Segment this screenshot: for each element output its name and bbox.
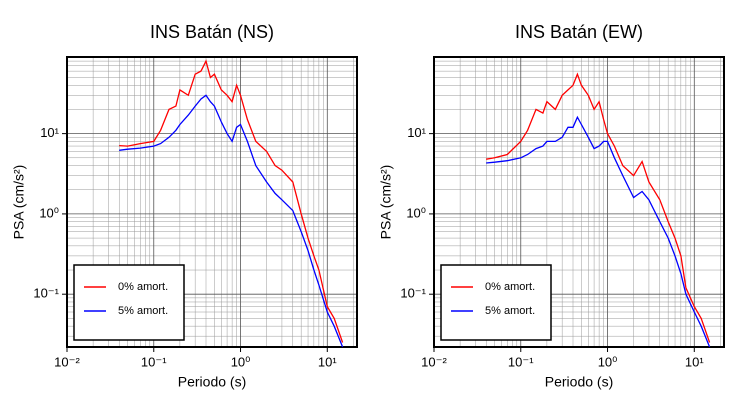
- x-tick-label: 10⁻²: [54, 354, 80, 369]
- legend-box: [73, 264, 185, 341]
- y-tick-label: 10⁻¹: [400, 286, 426, 301]
- x-tick-label: 10¹: [318, 354, 337, 369]
- chart-title: INS Batán (EW): [515, 22, 643, 42]
- legend-label: 5% amort.: [118, 305, 168, 317]
- y-tick-label: 10¹: [40, 125, 59, 140]
- x-tick-label: 10⁻¹: [141, 354, 167, 369]
- y-tick-label: 10⁰: [406, 205, 426, 220]
- legend-box: [440, 264, 552, 341]
- x-tick-label: 10⁰: [598, 354, 618, 369]
- y-tick-label: 10⁰: [39, 205, 59, 220]
- x-tick-label: 10⁻¹: [508, 354, 534, 369]
- series-line: [486, 72, 711, 343]
- legend-label: 0% amort.: [485, 281, 535, 293]
- y-axis-label: PSA (cm/s²): [11, 165, 27, 240]
- x-tick-label: 10¹: [685, 354, 704, 369]
- chart-title: INS Batán (NS): [150, 22, 274, 42]
- y-axis-label: PSA (cm/s²): [378, 165, 394, 240]
- series-line: [119, 94, 344, 348]
- legend-label: 5% amort.: [485, 305, 535, 317]
- y-tick-label: 10¹: [407, 125, 426, 140]
- series-line: [486, 115, 711, 348]
- series-line: [119, 59, 344, 343]
- plot-frame: [433, 56, 725, 348]
- y-tick-label: 10⁻¹: [33, 286, 59, 301]
- x-tick-label: 10⁰: [231, 354, 251, 369]
- plot-frame: [66, 56, 358, 348]
- x-axis-label: Periodo (s): [545, 374, 613, 390]
- x-tick-label: 10⁻²: [421, 354, 447, 369]
- x-axis-label: Periodo (s): [178, 374, 246, 390]
- legend-label: 0% amort.: [118, 281, 168, 293]
